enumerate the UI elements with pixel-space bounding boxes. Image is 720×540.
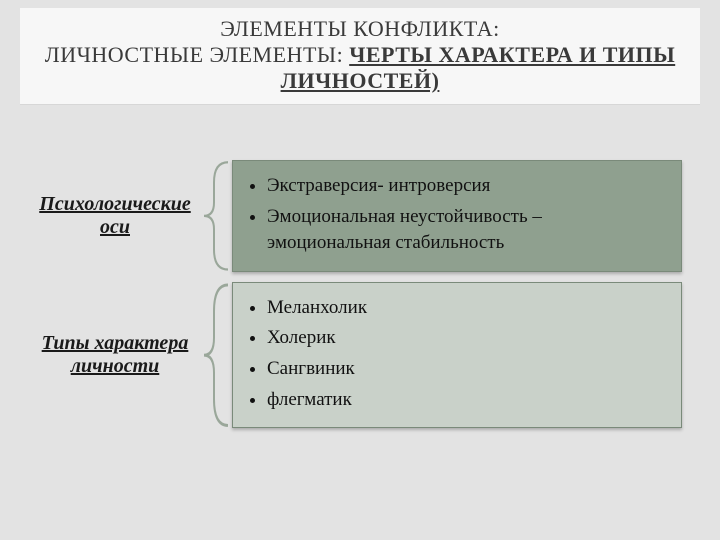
content-box-types: Меланхолик Холерик Сангвиник флегматик	[232, 282, 682, 428]
content-cell: Меланхолик Холерик Сангвиник флегматик	[232, 282, 720, 428]
row-label: Психологические оси	[0, 160, 200, 272]
list-item: флегматик	[267, 385, 667, 416]
row-label-text: Типы характера личности	[30, 332, 200, 378]
title-line-2: ЛИЧНОСТНЫЕ ЭЛЕМЕНТЫ: ЧЕРТЫ ХАРАКТЕРА И Т…	[32, 42, 688, 94]
row-types: Типы характера личности Меланхолик Холер…	[0, 282, 720, 428]
brace-path	[204, 285, 228, 426]
row-label: Типы характера личности	[0, 282, 200, 428]
brace-icon	[202, 282, 232, 428]
title-line-2-prefix: ЛИЧНОСТНЫЕ ЭЛЕМЕНТЫ:	[45, 42, 349, 67]
brace-icon	[202, 160, 232, 272]
slide: ЭЛЕМЕНТЫ КОНФЛИКТА: ЛИЧНОСТНЫЕ ЭЛЕМЕНТЫ:…	[0, 0, 720, 540]
brace-path	[204, 162, 228, 269]
brace-cell	[200, 282, 232, 428]
bullet-list: Экстраверсия- интроверсия Эмоциональная …	[247, 171, 667, 259]
content-cell: Экстраверсия- интроверсия Эмоциональная …	[232, 160, 720, 272]
brace-cell	[200, 160, 232, 272]
body-area: Психологические оси Экстраверсия- интров…	[0, 160, 720, 438]
list-item: Экстраверсия- интроверсия	[267, 171, 667, 202]
list-item: Меланхолик	[267, 293, 667, 324]
row-axes: Психологические оси Экстраверсия- интров…	[0, 160, 720, 272]
list-item: Холерик	[267, 323, 667, 354]
bullet-list: Меланхолик Холерик Сангвиник флегматик	[247, 293, 667, 415]
list-item: Сангвиник	[267, 354, 667, 385]
content-box-axes: Экстраверсия- интроверсия Эмоциональная …	[232, 160, 682, 272]
row-label-text: Психологические оси	[30, 193, 200, 239]
list-item: Эмоциональная неустойчивость – эмоционал…	[267, 202, 667, 259]
title-box: ЭЛЕМЕНТЫ КОНФЛИКТА: ЛИЧНОСТНЫЕ ЭЛЕМЕНТЫ:…	[20, 8, 700, 104]
title-line-1: ЭЛЕМЕНТЫ КОНФЛИКТА:	[32, 16, 688, 42]
